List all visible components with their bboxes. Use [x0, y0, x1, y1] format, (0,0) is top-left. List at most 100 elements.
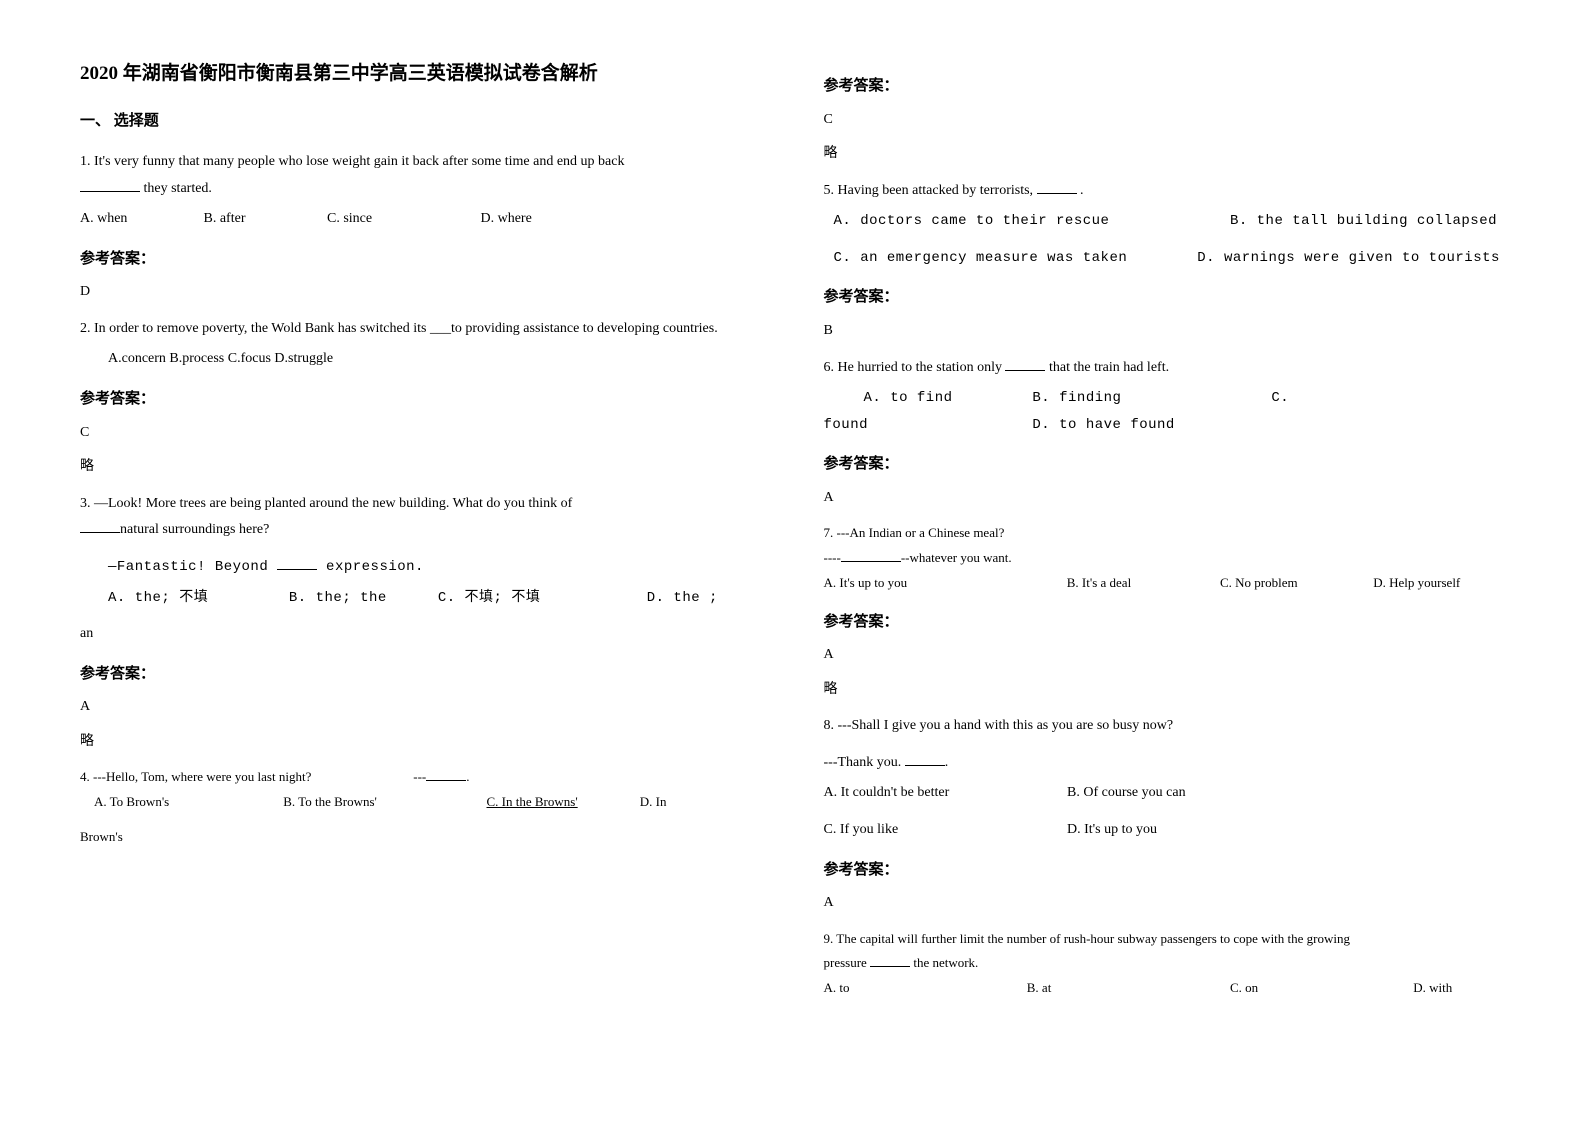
q4-optD: D. In	[640, 794, 667, 809]
blank	[870, 956, 910, 968]
q3-line2: natural surroundings here?	[120, 522, 269, 537]
q8-opts-row1: A. It couldn't be better B. Of course yo…	[824, 780, 1508, 807]
q6-opts: A. to find B. finding C. found D. to hav…	[824, 385, 1508, 438]
q5-opts-row1: A. doctors came to their rescue B. the t…	[824, 208, 1508, 235]
q5-optA: A. doctors came to their rescue	[834, 208, 1110, 235]
q1-stem: 1. It's very funny that many people who …	[80, 149, 764, 202]
q9-line2-suffix: the network.	[910, 955, 978, 970]
q5-ans-label: 参考答案：	[824, 283, 1508, 312]
q8-ans-label: 参考答案：	[824, 856, 1508, 885]
blank	[841, 550, 901, 562]
q1-optC: C. since	[327, 206, 477, 233]
q3-ans-label: 参考答案：	[80, 660, 764, 689]
blank	[80, 521, 120, 534]
q1-line2: they started.	[140, 181, 212, 196]
q1-ans: D	[80, 279, 764, 306]
q7: 7. ---An Indian or a Chinese meal? -----…	[824, 521, 1508, 595]
blank	[426, 770, 466, 782]
q5-ans: B	[824, 318, 1508, 345]
q8-reply-prefix: ---Thank you.	[824, 755, 905, 770]
q2-ans-label: 参考答案：	[80, 385, 764, 414]
q4-note: 略	[824, 141, 1508, 168]
blank	[1005, 358, 1045, 371]
q3-line3-prefix: —Fantastic! Beyond	[108, 559, 277, 575]
q2-stem: 2. In order to remove poverty, the Wold …	[80, 316, 764, 343]
q6-optA: A. to find	[824, 385, 1024, 412]
q8-reply-suffix: .	[945, 755, 949, 770]
blank	[80, 179, 140, 192]
q2-note: 略	[80, 454, 764, 481]
q2-ans: C	[80, 420, 764, 447]
q4-ans-label: 参考答案：	[824, 72, 1508, 101]
blank	[277, 557, 317, 570]
q3-stem: 3. —Look! More trees are being planted a…	[80, 491, 764, 544]
q1-ans-label: 参考答案：	[80, 245, 764, 274]
q7-note: 略	[824, 677, 1508, 704]
q9: 9. The capital will further limit the nu…	[824, 927, 1508, 1001]
q8-optC: C. If you like	[824, 817, 1064, 844]
q3-note: 略	[80, 729, 764, 756]
q6-stem: 6. He hurried to the station only that t…	[824, 355, 1508, 382]
q7-line2-suffix: --whatever you want.	[901, 550, 1012, 565]
q3-optA: A. the; 不填	[80, 585, 280, 612]
q7-ans-label: 参考答案：	[824, 608, 1508, 637]
q9-line1: 9. The capital will further limit the nu…	[824, 931, 1351, 946]
q8-stem: 8. ---Shall I give you a hand with this …	[824, 713, 1508, 740]
q4-reply-prefix: ---	[413, 769, 426, 784]
q3-line3-suffix: expression.	[317, 559, 424, 575]
q9-line2-prefix: pressure	[824, 955, 871, 970]
q6-ans: A	[824, 485, 1508, 512]
q6-optB: B. finding	[1032, 385, 1262, 412]
q7-line1: 7. ---An Indian or a Chinese meal?	[824, 525, 1005, 540]
q8-opts-row2: C. If you like D. It's up to you	[824, 817, 1508, 844]
q7-ans: A	[824, 642, 1508, 669]
blank	[905, 753, 945, 766]
q8-optB: B. Of course you can	[1067, 785, 1186, 800]
q4: 4. ---Hello, Tom, where were you last ni…	[80, 765, 764, 814]
q1-optB: B. after	[204, 206, 324, 233]
q3-ans: A	[80, 694, 764, 721]
q9-optA: A. to	[824, 976, 1024, 1001]
q9-optB: B. at	[1027, 976, 1227, 1001]
right-column: 参考答案： C 略 5. Having been attacked by ter…	[794, 60, 1538, 1062]
q8-reply: ---Thank you. .	[824, 750, 1508, 777]
q4-optA: A. To Brown's	[80, 790, 280, 815]
q7-optA: A. It's up to you	[824, 571, 1064, 596]
q3-optD: D. the ;	[647, 590, 718, 606]
q7-optC: C. No problem	[1220, 571, 1370, 596]
q9-optC: C. on	[1230, 976, 1410, 1001]
q3-optD2: an	[80, 621, 764, 648]
q6-prefix: 6. He hurried to the station only	[824, 360, 1006, 375]
q5-stem: 5. Having been attacked by terrorists, .	[824, 178, 1508, 205]
q3-options: A. the; 不填 B. the; the C. 不填; 不填 D. the …	[80, 585, 764, 612]
q2-options: A.concern B.process C.focus D.struggle	[80, 346, 764, 373]
q5-optD: D. warnings were given to tourists	[1197, 245, 1500, 272]
q9-optD: D. with	[1413, 980, 1452, 995]
q4-optD2: Brown's	[80, 825, 764, 850]
q8-optD: D. It's up to you	[1067, 822, 1157, 837]
q3-optB: B. the; the	[289, 585, 429, 612]
q3-optC: C. 不填; 不填	[438, 585, 638, 612]
q3-line1: 3. —Look! More trees are being planted a…	[80, 496, 572, 511]
doc-title: 2020 年湖南省衡阳市衡南县第三中学高三英语模拟试卷含解析	[80, 60, 764, 89]
q7-optD: D. Help yourself	[1373, 575, 1460, 590]
q4-stem: 4. ---Hello, Tom, where were you last ni…	[80, 765, 410, 790]
section-heading: 一、 选择题	[80, 107, 764, 136]
q4-optB: B. To the Browns'	[283, 790, 483, 815]
q5-optC: C. an emergency measure was taken	[834, 245, 1128, 272]
q3-line3: —Fantastic! Beyond expression.	[80, 554, 764, 581]
q8-ans: A	[824, 890, 1508, 917]
left-column: 2020 年湖南省衡阳市衡南县第三中学高三英语模拟试卷含解析 一、 选择题 1.…	[50, 60, 794, 1062]
q4-ans: C	[824, 107, 1508, 134]
q1-optA: A. when	[80, 206, 200, 233]
q4-optC: C. In the Browns'	[487, 790, 637, 815]
q1-line1: 1. It's very funny that many people who …	[80, 154, 624, 169]
q5-suffix: .	[1077, 183, 1084, 198]
q1-optD: D. where	[481, 211, 532, 226]
q1-options: A. when B. after C. since D. where	[80, 206, 764, 233]
q5-optB: B. the tall building collapsed	[1230, 208, 1497, 235]
q6-suffix: that the train had left.	[1045, 360, 1169, 375]
q5-prefix: 5. Having been attacked by terrorists,	[824, 183, 1037, 198]
q6-ans-label: 参考答案：	[824, 450, 1508, 479]
q7-optB: B. It's a deal	[1067, 571, 1217, 596]
